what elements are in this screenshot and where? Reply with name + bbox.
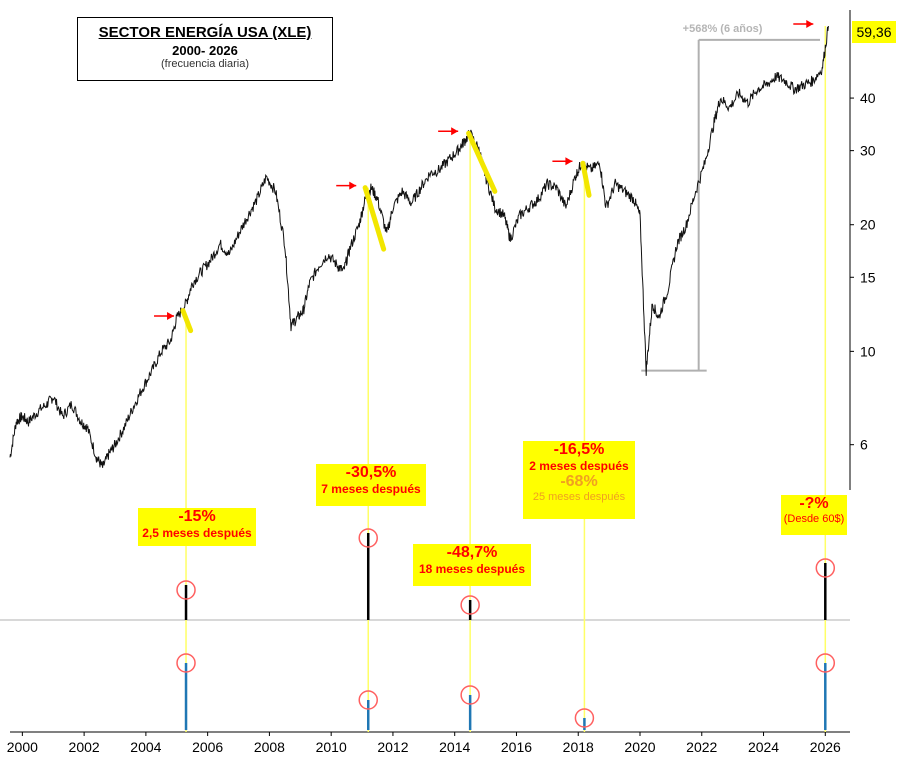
y-tick-label-10: 10 xyxy=(860,343,876,359)
x-tick-label-2014: 2014 xyxy=(439,739,470,755)
callout-2018-drop-2: -68% xyxy=(560,473,598,490)
current-price-tag: 59,36 xyxy=(852,21,896,43)
indicator-top-circle-2 xyxy=(460,595,480,615)
peak-arrow-head-1 xyxy=(349,181,357,190)
indicator-bottom-circle-4 xyxy=(815,653,836,673)
callout-2026: -?% (Desde 60$) xyxy=(781,495,847,535)
indicator-bottom-circle-1 xyxy=(358,690,378,710)
price-series-line xyxy=(9,25,829,468)
y-tick-label-6: 6 xyxy=(860,437,868,453)
indicator-top-circle-4 xyxy=(815,558,836,578)
callout-2005-drop: -15% xyxy=(178,508,216,525)
x-tick-label-2000: 2000 xyxy=(7,739,38,755)
callout-2011: -30,5% 7 meses después xyxy=(316,464,426,506)
chart-frequency: (frecuencia diaria) xyxy=(160,58,250,70)
highlight-segment-3 xyxy=(580,160,592,198)
y-tick-label-20: 20 xyxy=(860,217,876,233)
x-tick-label-2024: 2024 xyxy=(748,739,779,755)
x-tick-label-2018: 2018 xyxy=(563,739,594,755)
x-tick-label-2016: 2016 xyxy=(501,739,532,755)
highlight-segment-1 xyxy=(362,185,387,252)
x-tick-label-2026: 2026 xyxy=(810,739,841,755)
y-tick-label-40: 40 xyxy=(860,90,876,106)
callout-2011-drop: -30,5% xyxy=(345,464,397,481)
x-tick-label-2020: 2020 xyxy=(624,739,655,755)
callout-2005-duration: 2,5 meses después xyxy=(142,526,252,540)
indicator-bottom-circle-2 xyxy=(460,685,480,705)
callout-2014-duration: 18 meses después xyxy=(418,562,526,576)
chart-title: SECTOR ENERGÍA USA (XLE) xyxy=(98,24,312,41)
highlight-segment-2 xyxy=(466,130,498,194)
peak-arrow-head-3 xyxy=(565,157,573,166)
peak-arrow-head-0 xyxy=(167,312,175,321)
x-tick-label-2008: 2008 xyxy=(254,739,285,755)
highlight-segment-0 xyxy=(180,308,194,334)
x-tick-label-2002: 2002 xyxy=(69,739,100,755)
callout-2014-drop: -48,7% xyxy=(446,544,498,561)
callout-2011-duration: 7 meses después xyxy=(321,482,421,496)
chart-subtitle: 2000- 2026 xyxy=(172,43,238,58)
callout-2014: -48,7% 18 meses después xyxy=(413,544,531,586)
x-tick-label-2010: 2010 xyxy=(316,739,347,755)
x-tick-label-2012: 2012 xyxy=(377,739,408,755)
callout-2018: -16,5% 2 meses después -68% 25 meses des… xyxy=(523,441,635,519)
x-tick-label-2006: 2006 xyxy=(192,739,223,755)
callout-2018-duration: 2 meses después xyxy=(529,459,629,473)
indicator-bottom-circle-0 xyxy=(176,653,196,673)
x-tick-label-2004: 2004 xyxy=(130,739,161,755)
callout-2018-duration-2: 25 meses después xyxy=(532,491,626,503)
callout-2026-drop: -?% xyxy=(799,495,829,512)
y-tick-label-30: 30 xyxy=(860,143,876,159)
callout-2018-drop: -16,5% xyxy=(553,441,605,458)
indicator-bottom-circle-3 xyxy=(574,708,595,728)
callout-2026-note: (Desde 60$) xyxy=(783,513,845,525)
indicator-top-circle-0 xyxy=(176,580,196,600)
peak-arrow-head-4 xyxy=(806,19,814,28)
chart-title-box: SECTOR ENERGÍA USA (XLE) 2000- 2026 (fre… xyxy=(77,17,333,81)
peak-arrow-head-2 xyxy=(451,127,459,136)
callout-2005: -15% 2,5 meses después xyxy=(138,508,256,546)
y-tick-label-15: 15 xyxy=(860,269,876,285)
indicator-top-circle-1 xyxy=(358,528,378,548)
x-tick-label-2022: 2022 xyxy=(686,739,717,755)
gain-annotation: +568% (6 años) xyxy=(683,23,763,35)
